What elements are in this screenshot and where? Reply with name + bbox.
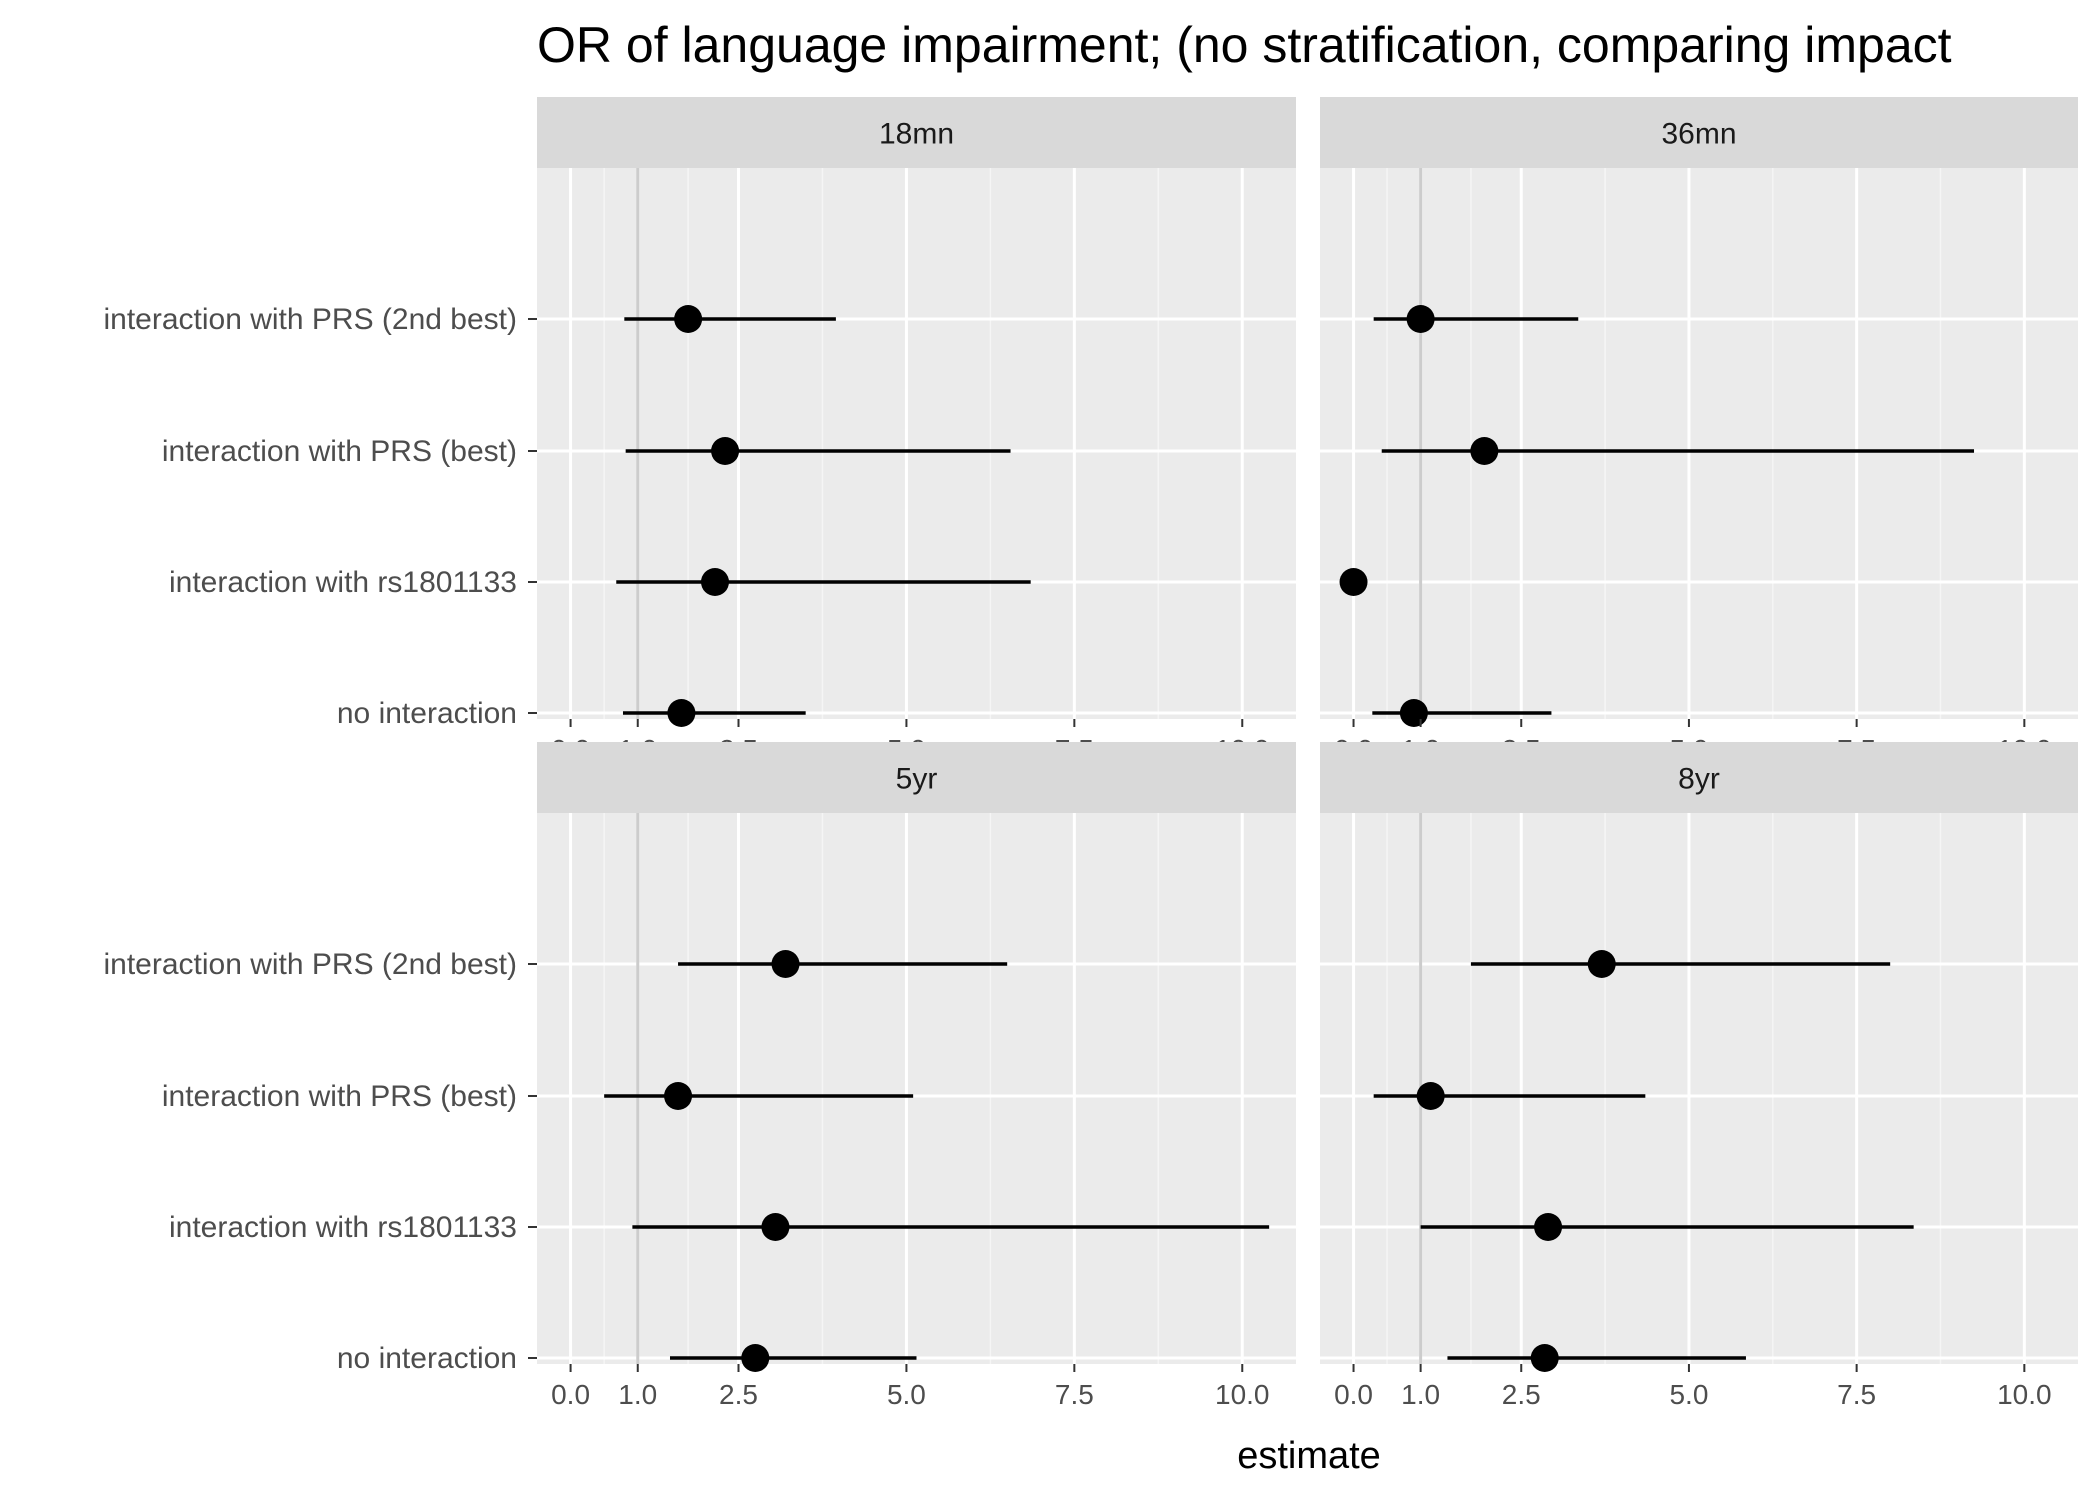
x-tick-label: 10.0 xyxy=(1215,1379,1270,1410)
panel-background xyxy=(537,168,1296,719)
x-tick-label: 5.0 xyxy=(1669,1379,1708,1410)
estimate-point xyxy=(1399,699,1428,727)
facet-strip xyxy=(1320,97,2078,168)
estimate-point xyxy=(1534,1213,1563,1241)
x-tick-label: 5.0 xyxy=(887,1379,926,1410)
estimate-point xyxy=(1416,1082,1445,1110)
y-category-label: interaction with rs1801133 xyxy=(169,1211,517,1244)
y-category-label: interaction with PRS (best) xyxy=(162,435,517,468)
x-axis-title: estimate xyxy=(1237,1435,1381,1477)
facet-strip-label: 5yr xyxy=(896,763,938,796)
x-tick-label: 1.0 xyxy=(618,1379,657,1410)
x-tick-label: 10.0 xyxy=(1997,1379,2052,1410)
estimate-point xyxy=(1406,305,1435,333)
estimate-point xyxy=(664,1082,693,1110)
estimate-point xyxy=(1339,568,1368,596)
estimate-point xyxy=(761,1213,790,1241)
x-tick-label: 2.5 xyxy=(1502,1379,1541,1410)
facet-strip xyxy=(537,742,1296,813)
panel-background xyxy=(1320,168,2078,719)
panel-background xyxy=(537,813,1296,1364)
estimate-point xyxy=(711,437,740,465)
chart-title: OR of language impairment; (no stratific… xyxy=(537,17,1952,73)
y-category-label: no interaction xyxy=(337,1342,517,1375)
facet-36mn: 36mn0.01.02.55.07.510.0 xyxy=(1320,97,2078,765)
facet-5yr: 5yr 0.0 1.0 2.5 5.0 7.5 10.0 interaction with P… xyxy=(103,742,1296,1410)
estimate-point xyxy=(1587,950,1616,978)
x-tick-label: 0.0 xyxy=(551,1379,590,1410)
x-tick-label: 7.5 xyxy=(1837,1379,1876,1410)
estimate-point xyxy=(1470,437,1499,465)
estimate-point xyxy=(741,1344,770,1372)
x-tick-label: 7.5 xyxy=(1055,1379,1094,1410)
estimate-point xyxy=(700,568,729,596)
x-tick-label: 2.5 xyxy=(719,1379,758,1410)
y-category-label: interaction with rs1801133 xyxy=(169,566,517,599)
estimate-point xyxy=(667,699,696,727)
y-category-label: no interaction xyxy=(337,697,517,730)
y-category-label: interaction with PRS (2nd best) xyxy=(103,948,517,981)
facet-strip-label: 36mn xyxy=(1661,118,1736,151)
estimate-point xyxy=(771,950,800,978)
facet-panels: 18mn 0.0 1.0 2.5 5.0 7.5 10.0 interaction with … xyxy=(103,97,2078,1410)
x-tick-label: 1.0 xyxy=(1401,1379,1440,1410)
estimate-point xyxy=(1530,1344,1559,1372)
facet-strip-label: 18mn xyxy=(879,118,954,151)
y-category-label: interaction with PRS (best) xyxy=(162,1080,517,1113)
facet-strip xyxy=(537,97,1296,168)
facet-8yr: 8yr 0.0 1.0 2.5 5.0 7.5 10.0 xyxy=(1320,742,2078,1410)
facet-strip xyxy=(1320,742,2078,813)
estimate-point xyxy=(674,305,703,333)
panel-background xyxy=(1320,813,2078,1364)
facet-strip-label: 8yr xyxy=(1678,763,1720,796)
y-category-label: interaction with PRS (2nd best) xyxy=(103,303,517,336)
x-tick-label: 0.0 xyxy=(1334,1379,1373,1410)
